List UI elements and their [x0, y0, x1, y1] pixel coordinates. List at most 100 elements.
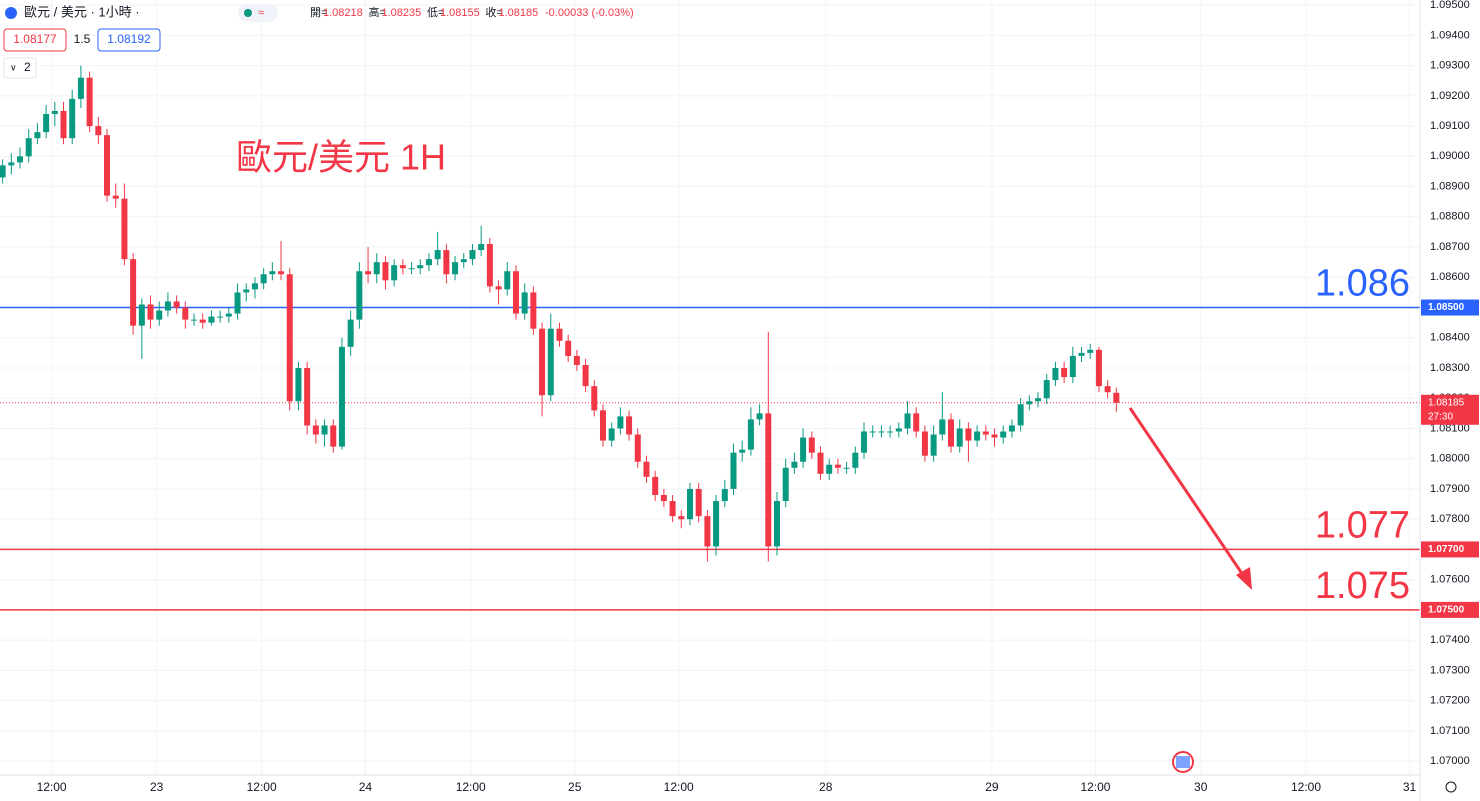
y-tick-label: 1.07300: [1430, 664, 1470, 676]
candle-body: [1008, 425, 1015, 432]
level-tag: [1421, 299, 1479, 316]
candle-body: [399, 265, 406, 269]
candle-body: [95, 126, 102, 136]
candle-body: [991, 434, 998, 438]
candle-body: [478, 244, 485, 251]
candle-body: [660, 494, 667, 502]
candle-body: [260, 274, 267, 284]
indicator-toggle[interactable]: [3, 57, 37, 79]
y-tick-label: 1.09300: [1430, 60, 1470, 72]
candle-body: [756, 413, 763, 420]
current-price-label: 1.08185: [1428, 397, 1465, 408]
candle-body: [130, 259, 137, 326]
market-open-dot: [244, 9, 252, 17]
candle-body: [121, 198, 128, 260]
event-flag-inner: [1176, 756, 1190, 768]
candle-body: [713, 501, 720, 547]
level-tag: [1421, 541, 1479, 558]
candle-body: [469, 250, 476, 260]
candle-body: [69, 98, 76, 139]
y-tick-label: 1.07600: [1430, 574, 1470, 586]
current-price-tag: [1421, 394, 1479, 425]
candle-body: [669, 501, 676, 517]
candle-body: [356, 271, 363, 320]
candle-body: [730, 452, 737, 489]
candle-body: [225, 313, 232, 317]
sell-price: 1.08177: [13, 32, 57, 46]
candle-body: [173, 301, 180, 308]
candle-body: [1035, 398, 1042, 402]
y-tick-label: 1.08900: [1430, 180, 1470, 192]
settings-icon[interactable]: [1445, 781, 1457, 793]
candle-body: [643, 461, 650, 477]
candle-body: [182, 307, 189, 320]
candle-body: [599, 410, 606, 441]
candle-body: [747, 419, 754, 450]
candle-body: [304, 367, 311, 426]
candle-body: [861, 431, 868, 453]
candle-body: [826, 464, 833, 474]
candle-body: [234, 292, 241, 314]
candle-body: [948, 419, 955, 447]
level-text: 1.086: [1315, 263, 1410, 305]
candle-body: [1026, 401, 1033, 405]
candle-body: [539, 328, 546, 396]
candle-body: [104, 135, 111, 196]
y-tick-label: 1.08600: [1430, 271, 1470, 283]
candle-body: [34, 132, 41, 139]
candle-body: [208, 316, 215, 323]
candle-body: [930, 434, 937, 456]
x-tick-label: 30: [1194, 780, 1208, 794]
candle-body: [878, 431, 885, 433]
symbol[interactable]: 歐元 / 美元 · 1小時 ·: [24, 4, 140, 19]
candle-body: [617, 416, 624, 429]
candle-body: [869, 431, 876, 433]
candle-body: [834, 464, 841, 468]
candle-body: [434, 250, 441, 260]
candle-body: [417, 265, 424, 269]
y-tick-label: 1.09400: [1430, 29, 1470, 41]
candle-body: [1061, 367, 1068, 378]
candle-body: [956, 428, 963, 447]
candle-body: [191, 319, 198, 321]
status-badge[interactable]: [238, 4, 278, 22]
candle-body: [573, 355, 580, 365]
candle-body: [495, 286, 502, 290]
candle-body: [51, 110, 58, 114]
chevron: ∨: [10, 62, 17, 72]
x-tick-label: 12:00: [456, 780, 486, 794]
level-tag-label: 1.08500: [1428, 302, 1465, 313]
ohlc-value: 1.08235: [382, 7, 422, 19]
candle-body: [8, 162, 15, 166]
candle-body: [1104, 386, 1111, 393]
candle-body: [373, 262, 380, 275]
x-tick-label: 12:00: [1080, 780, 1110, 794]
candle-body: [112, 195, 119, 199]
candle-body: [1078, 352, 1085, 356]
buy-box[interactable]: [97, 28, 161, 52]
candle-body: [164, 301, 171, 311]
candle-body: [512, 271, 519, 314]
candle-body: [0, 165, 6, 178]
candle-body: [843, 467, 850, 469]
candle-body: [330, 425, 337, 447]
candle-body: [312, 425, 319, 435]
y-tick-label: 1.08700: [1430, 241, 1470, 253]
candle-body: [1095, 349, 1102, 387]
candle-body: [199, 319, 206, 323]
sell-box[interactable]: [3, 28, 67, 52]
y-tick-label: 1.07900: [1430, 483, 1470, 495]
candle-body: [982, 431, 989, 435]
grid: [0, 0, 1420, 775]
ohlc-label: 開=: [310, 6, 327, 19]
buy-price: 1.08192: [107, 32, 151, 46]
candle-body: [686, 488, 693, 520]
candle-body: [1087, 349, 1094, 353]
candle-body: [243, 289, 250, 293]
y-tick-label: 1.07800: [1430, 513, 1470, 525]
candle-body: [565, 340, 572, 356]
candle-body: [817, 452, 824, 474]
candle-body: [626, 416, 633, 435]
candle-body: [138, 304, 145, 326]
